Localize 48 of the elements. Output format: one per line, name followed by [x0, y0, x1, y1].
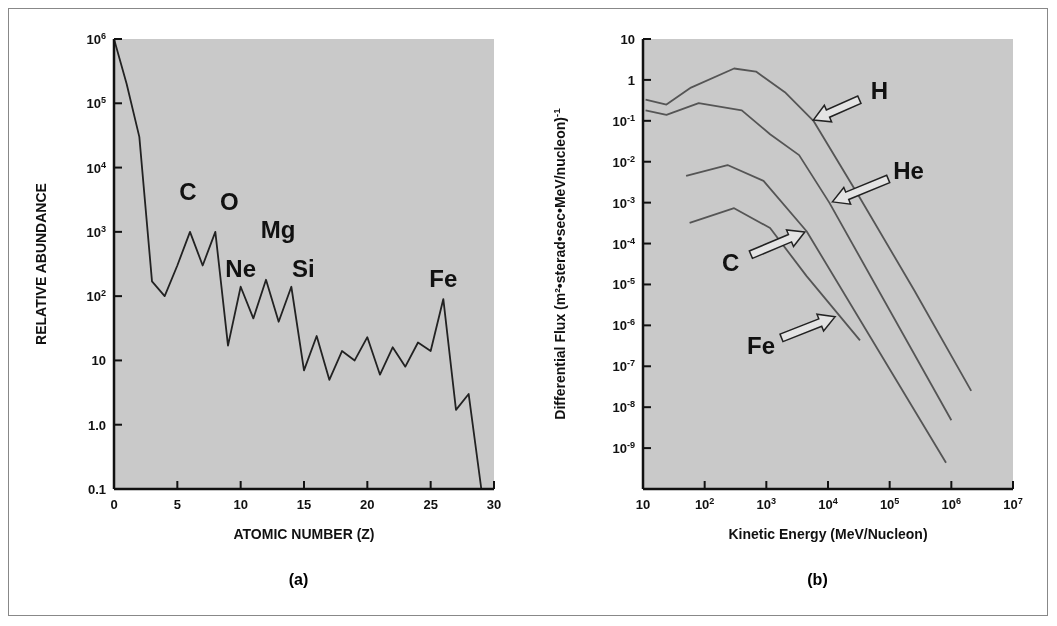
x-tick-label: 5 — [173, 497, 181, 512]
x-axis-title: Kinetic Energy (MeV/Nucleon) — [727, 526, 928, 542]
x-tick-label: 30 — [486, 497, 501, 512]
annotation: O — [219, 187, 239, 215]
x-tick-label: 20 — [359, 497, 375, 512]
y-tick-label: 10$^{5}$ — [85, 95, 106, 112]
x-tick-label: 10$^{7}$ — [1002, 496, 1023, 512]
x-tick-label: 10$^{3}$ — [756, 496, 776, 512]
annotation: Fe — [746, 331, 775, 359]
y-tick-label: 10$^{-8}$ — [611, 399, 635, 416]
annotation: Fe — [428, 265, 457, 293]
x-axis-title: ATOMIC NUMBER (Z) — [232, 526, 375, 542]
x-tick-label: 15 — [296, 497, 311, 512]
y-tick-label: 10$^{-6}$ — [611, 317, 635, 334]
y-tick-label: 10$^{2}$ — [85, 288, 106, 305]
x-tick-label: 0 — [109, 497, 118, 512]
x-tick-label: 10$^{5}$ — [879, 496, 899, 512]
y-tick-label: 10 — [620, 32, 635, 47]
x-tick-label: 25 — [422, 497, 438, 512]
y-tick-label: 10$^{-4}$ — [611, 235, 636, 252]
y-tick-label: 1 — [627, 72, 635, 88]
annotation: C — [721, 249, 739, 277]
y-tick-label: 10$^{-1}$ — [611, 112, 635, 129]
annotation: H — [870, 76, 888, 104]
x-tick-label: 10 — [635, 497, 650, 512]
y-tick-label: 10$^{-5}$ — [611, 276, 635, 293]
annotation: Si — [291, 254, 315, 282]
x-tick-label: 10$^{6}$ — [941, 496, 961, 512]
x-tick-label: 10$^{4}$ — [817, 496, 839, 512]
annotation: Mg — [260, 215, 295, 243]
text: (a) — [287, 571, 310, 589]
x-tick-label: 10$^{2}$ — [694, 496, 714, 512]
y-tick-label: 10$^{4}$ — [85, 159, 107, 176]
y-tick-label: 10 — [91, 353, 106, 369]
y-tick-label: 10$^{-7}$ — [611, 358, 635, 375]
annotation: C — [178, 177, 197, 205]
y-tick-label: 10$^{3}$ — [85, 223, 106, 240]
y-axis-title: RELATIVE ABUNDANCE — [32, 183, 49, 345]
y-tick-label: 10$^{-2}$ — [611, 153, 635, 170]
annotation: He — [892, 156, 924, 184]
y-tick-label: 1.0 — [87, 417, 106, 433]
annotation: Ne — [224, 254, 256, 282]
y-tick-label: 10$^{-9}$ — [611, 440, 635, 457]
y-tick-label: 10$^{-3}$ — [611, 194, 635, 211]
y-tick-label: 10$^{6}$ — [85, 31, 106, 47]
y-tick-label: 0.1 — [87, 482, 106, 497]
text: (b) — [806, 571, 829, 589]
x-tick-label: 10 — [232, 497, 248, 512]
